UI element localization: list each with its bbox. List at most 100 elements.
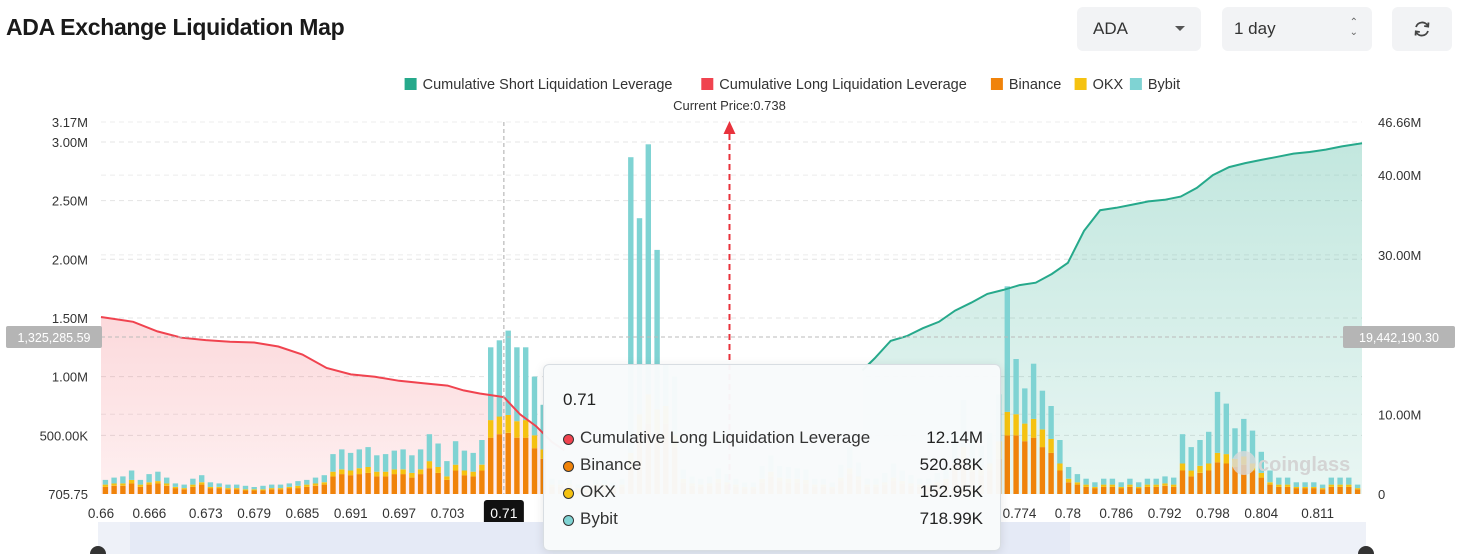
bar-segment-binance [496,434,503,494]
bar-segment-bybit [1293,482,1299,487]
slider-right-handle[interactable] [1358,546,1374,554]
bar-segment-bybit [312,477,319,484]
x-axis-tick: 0.804 [1244,506,1278,521]
time-range-value: 1 day [1234,19,1276,38]
tooltip-row-value: 12.14M [926,428,983,447]
bar-segment-bybit [1241,418,1247,457]
bar-segment-okx [1039,429,1046,448]
bar-segment-bybit [1258,451,1264,473]
refresh-button[interactable] [1392,7,1452,51]
dot-icon [563,515,574,526]
legend-label: OKX [1093,77,1124,93]
bar-segment-okx [1153,484,1159,487]
bar-segment-binance [330,476,336,494]
bar-segment-binance [1048,452,1054,494]
bar-segment-okx [286,487,292,489]
chart-tooltip: 0.71 Cumulative Long Liquidation Leverag… [543,364,1001,551]
bar-segment-okx [1074,482,1081,485]
bar-segment-bybit [1083,478,1089,485]
bar-segment-binance [1249,470,1256,494]
bar-segment-okx [417,469,424,475]
bar-segment-binance [146,484,152,494]
bar-segment-bybit [391,450,397,470]
crosshair-left-label: 1,325,285.59 [18,331,91,345]
bar-segment-binance [260,490,266,494]
bar-segment-bybit [1223,403,1229,455]
bar-segment-binance [426,468,433,494]
left-axis-tick: 705.75 [48,487,88,502]
bar-segment-binance [1232,467,1238,494]
bar-segment-binance [1293,488,1299,494]
bar-segment-okx [400,469,406,475]
bar-segment-okx [426,461,433,469]
bar-segment-okx [1144,484,1151,487]
bar-segment-okx [102,484,109,487]
bar-segment-bybit [426,434,433,462]
bar-segment-binance [409,477,415,494]
bar-segment-binance [181,489,187,494]
x-axis-tick: 0.66 [88,506,114,521]
tooltip-row-value: 152.95K [919,482,983,501]
bar-segment-bybit [155,471,161,482]
left-axis-tick: 500.00K [40,428,89,443]
bar-segment-binance [1311,488,1317,494]
bar-segment-okx [1022,423,1028,442]
bar-segment-bybit [1057,440,1063,464]
bar-segment-bybit [356,449,362,469]
x-axis-tick: 0.666 [132,506,166,521]
right-axis-tick: 30.00M [1378,248,1421,263]
coin-select[interactable]: ADA [1077,7,1201,51]
bar-segment-binance [1162,485,1168,494]
bar-segment-binance [1276,487,1282,494]
bar-segment-bybit [102,479,109,485]
bar-segment-bybit [1004,286,1010,412]
bar-segment-bybit [321,475,327,483]
bar-segment-bybit [1214,391,1221,453]
bar-segment-bybit [277,484,284,489]
bar-segment-binance [505,432,511,494]
bar-segment-okx [391,469,397,475]
bar-segment-bybit [1153,478,1159,485]
bar-segment-bybit [382,454,389,472]
bar-segment-bybit [1109,478,1116,485]
left-axis-tick: 1.50M [52,311,88,326]
bar-segment-okx [1057,463,1063,471]
bar-segment-okx [321,482,327,485]
bar-segment-binance [347,475,354,494]
bar-segment-binance [172,488,179,494]
bar-segment-bybit [1074,474,1081,483]
bar-segment-okx [1223,454,1229,464]
bar-segment-bybit [374,455,380,472]
bar-segment-bybit [1171,477,1177,485]
bar-segment-binance [1346,487,1352,494]
bar-segment-okx [1118,487,1124,489]
bar-segment-binance [199,484,205,494]
bar-segment-binance [137,487,144,494]
bar-segment-okx [190,484,196,487]
bar-segment-binance [128,483,135,494]
bar-segment-binance [1214,462,1221,494]
bar-segment-binance [514,437,520,494]
bar-segment-okx [1311,487,1317,489]
bar-segment-okx [269,488,275,490]
bar-segment-binance [339,474,345,494]
coinglass-logo-icon [1232,451,1256,475]
bar-segment-bybit [111,477,117,484]
bar-segment-bybit [120,476,126,484]
bar-segment-bybit [628,157,634,453]
slider-left-handle[interactable] [90,546,106,554]
bar-segment-okx [347,470,354,476]
bar-segment-binance [1039,447,1046,494]
tooltip-row-value: 520.88K [919,455,983,474]
bar-segment-binance [374,476,380,494]
bar-segment-bybit [242,485,249,490]
bar-segment-binance [1179,470,1186,494]
right-axis-tick: 46.66M [1378,115,1421,130]
bar-segment-okx [330,471,336,477]
bar-segment-bybit [225,484,231,489]
time-range-select[interactable]: 1 day ⌃ ⌄ [1222,7,1372,51]
bar-segment-binance [531,448,538,494]
bar-segment-binance [1004,435,1010,494]
bar-segment-bybit [1048,406,1054,439]
bar-segment-bybit [1179,434,1186,464]
